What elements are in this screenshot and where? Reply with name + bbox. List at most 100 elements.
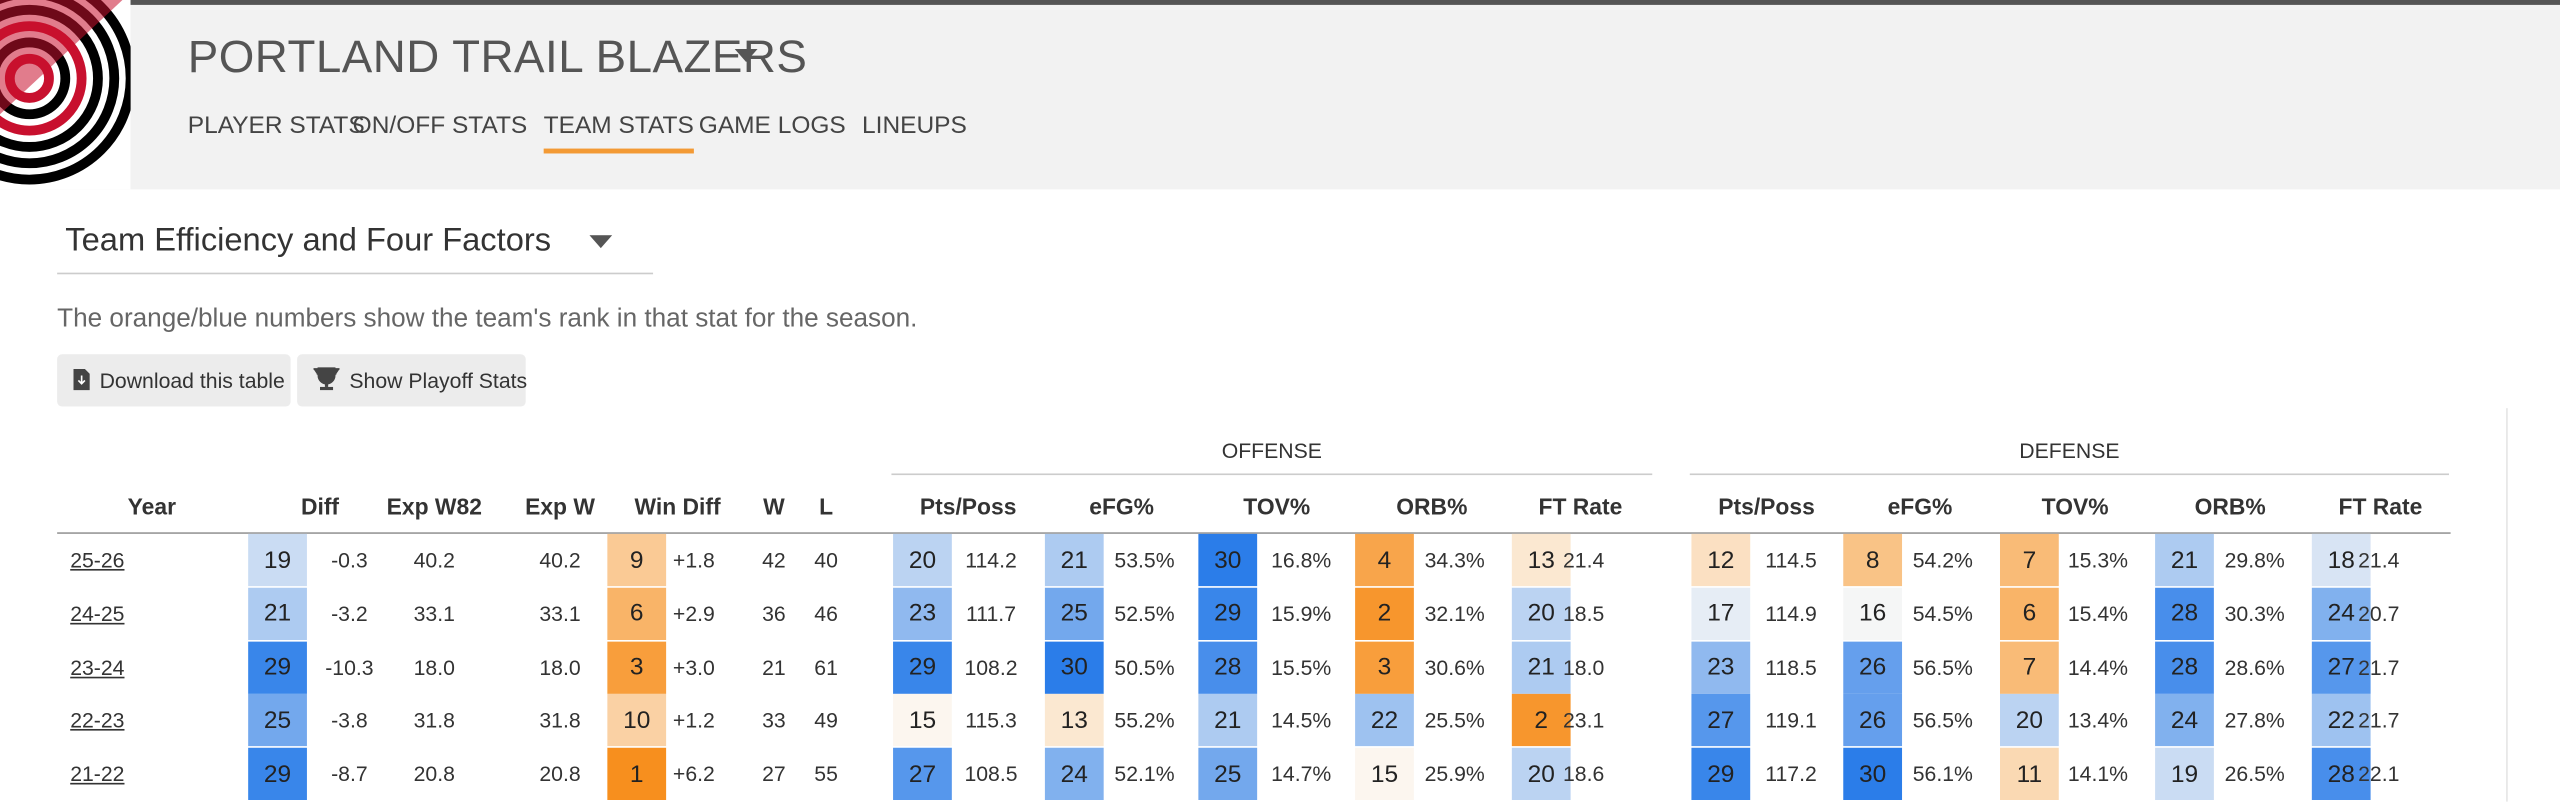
stat-value: 13.4% xyxy=(2067,708,2129,733)
column-header: Diff xyxy=(300,493,340,520)
nav-active-underline xyxy=(543,148,694,154)
download-button[interactable] xyxy=(57,354,291,407)
rank-cell: 29 xyxy=(1691,747,1751,800)
stat-value: 30.6% xyxy=(1424,654,1485,680)
stat-value: 18.0 xyxy=(539,654,581,680)
section-dropdown[interactable]: Team Efficiency and Four Factors xyxy=(65,222,552,259)
nav-item[interactable]: TEAM STATS xyxy=(543,111,694,140)
stat-value: 32.1% xyxy=(1424,601,1485,626)
stat-value: 33.1 xyxy=(539,601,581,626)
rank-cell: 29 xyxy=(1198,587,1258,640)
column-header: Exp W82 xyxy=(386,493,482,520)
stat-value: -10.3 xyxy=(325,654,374,680)
stat-value: 114.9 xyxy=(1765,601,1817,626)
nav-item[interactable]: PLAYER STATS xyxy=(187,111,365,140)
stat-value: 27 xyxy=(762,761,786,787)
stat-value: -8.7 xyxy=(331,761,368,787)
stat-value: 18.6 xyxy=(1563,761,1605,787)
button-label[interactable]: Show Playoff Stats xyxy=(349,368,528,393)
rank-cell: 29 xyxy=(248,747,307,800)
column-header: FT Rate xyxy=(1538,493,1623,520)
rank-cell: 15 xyxy=(893,694,952,747)
rank-cell: 23 xyxy=(893,587,952,640)
year-link[interactable]: 22-23 xyxy=(70,708,125,733)
year-link[interactable]: 24-25 xyxy=(70,601,125,626)
stat-value: 117.2 xyxy=(1765,761,1817,787)
stat-value: 55 xyxy=(814,761,838,787)
stat-value: 21 xyxy=(762,654,786,680)
rank-cell: 17 xyxy=(1691,587,1751,640)
scrollbar-edge xyxy=(2506,408,2508,802)
group-header: OFFENSE xyxy=(1221,438,1322,463)
group-rule xyxy=(1689,473,2449,476)
stat-value: 18.0 xyxy=(1563,654,1605,680)
rank-cell: 27 xyxy=(893,747,952,800)
stat-value: 23.1 xyxy=(1563,708,1605,733)
rank-cell: 29 xyxy=(893,640,952,694)
stat-value: 15.4% xyxy=(2067,601,2129,626)
nav-item[interactable]: GAME LOGS xyxy=(698,111,846,140)
rank-cell: 10 xyxy=(607,694,667,747)
stat-value: 40.2 xyxy=(413,547,455,573)
nav-item[interactable]: LINEUPS xyxy=(862,111,967,140)
stat-value: -3.8 xyxy=(331,708,368,733)
rank-cell: 19 xyxy=(248,533,307,587)
column-header: TOV% xyxy=(1243,493,1311,520)
stat-value: 16.8% xyxy=(1271,547,1332,573)
header-bar xyxy=(0,0,2560,190)
stat-value: 54.2% xyxy=(1912,547,1973,573)
rank-cell: 30 xyxy=(1044,640,1104,694)
rank-cell: 28 xyxy=(2155,640,2214,694)
description: The orange/blue numbers show the team's … xyxy=(57,305,918,334)
rank-cell: 24 xyxy=(1044,747,1104,800)
stat-value: 55.2% xyxy=(1114,708,1175,733)
team-logo[interactable] xyxy=(0,0,131,190)
column-header: Pts/Poss xyxy=(919,493,1017,520)
stat-value: +6.2 xyxy=(672,761,715,787)
stat-value: 111.7 xyxy=(966,601,1017,626)
stat-value: 25.5% xyxy=(1424,708,1485,733)
column-header: L xyxy=(819,493,834,520)
nav-item[interactable]: ON/OFF STATS xyxy=(352,111,528,140)
rank-cell: 3 xyxy=(607,640,667,694)
rank-cell: 3 xyxy=(1355,640,1414,694)
team-title[interactable]: PORTLAND TRAIL BLAZERS xyxy=(187,31,808,82)
rank-cell: 7 xyxy=(1999,640,2059,694)
rank-cell: 26 xyxy=(1843,694,1903,747)
column-header: Year xyxy=(127,493,176,520)
rank-cell: 9 xyxy=(607,533,667,587)
rank-cell: 28 xyxy=(2155,587,2214,640)
rank-cell: 27 xyxy=(2311,640,2371,694)
rank-cell: 8 xyxy=(1843,533,1903,587)
title-caret[interactable] xyxy=(734,48,758,65)
stat-value: 20.7 xyxy=(2358,601,2400,626)
rank-cell: 13 xyxy=(1511,533,1571,587)
stat-value: +2.9 xyxy=(672,601,715,626)
stat-value: 18.5 xyxy=(1563,601,1605,626)
column-header: W xyxy=(763,493,785,520)
stat-value: 52.5% xyxy=(1114,601,1175,626)
stat-value: 25.9% xyxy=(1424,761,1485,787)
year-link[interactable]: 23-24 xyxy=(70,654,125,680)
rank-cell: 28 xyxy=(2311,747,2371,800)
button-label[interactable]: Download this table xyxy=(99,368,285,393)
year-link[interactable]: 25-26 xyxy=(70,547,125,573)
rank-cell: 28 xyxy=(1198,640,1258,694)
rank-cell: 20 xyxy=(1511,587,1571,640)
stat-value: 14.4% xyxy=(2067,654,2129,680)
stat-value: 50.5% xyxy=(1114,654,1175,680)
rank-cell: 6 xyxy=(607,587,667,640)
rank-cell: 2 xyxy=(1511,694,1571,747)
column-header: ORB% xyxy=(2194,493,2266,520)
stat-value: 36 xyxy=(762,601,786,626)
rank-cell: 24 xyxy=(2155,694,2214,747)
stat-value: 20.8 xyxy=(413,761,455,787)
group-header: DEFENSE xyxy=(2019,438,2120,463)
year-link[interactable]: 21-22 xyxy=(70,761,125,787)
rank-cell: 20 xyxy=(1511,747,1571,800)
rank-cell: 18 xyxy=(2311,533,2371,587)
stat-value: 40.2 xyxy=(539,547,581,573)
dropdown-caret[interactable] xyxy=(589,235,613,251)
rank-cell: 11 xyxy=(1999,747,2059,800)
playoff-button[interactable] xyxy=(297,354,526,407)
